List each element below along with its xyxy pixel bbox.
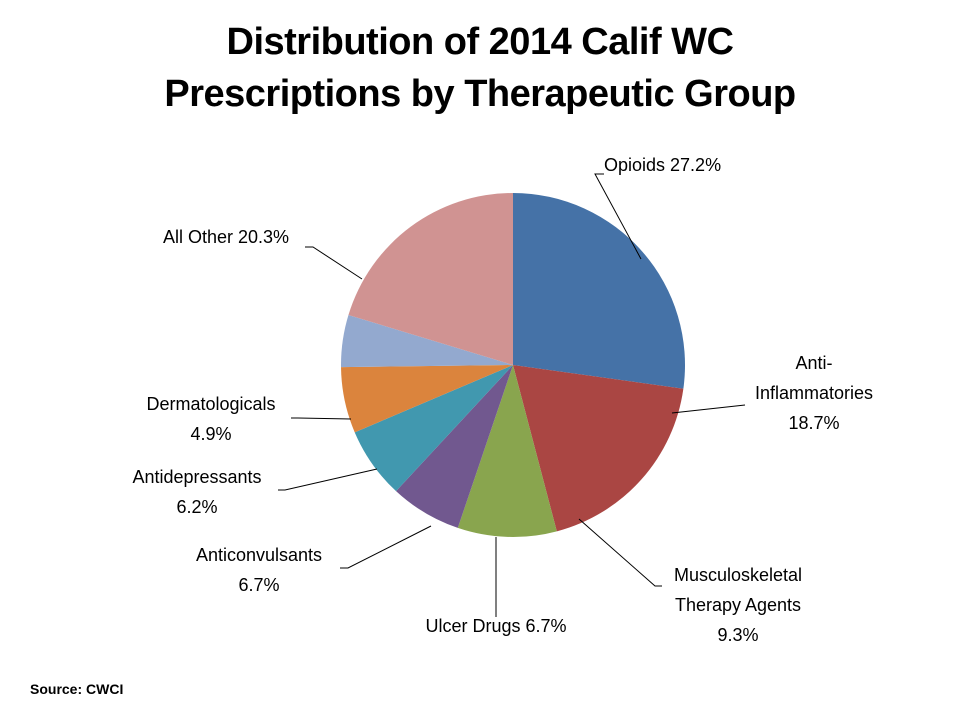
slice-label-line: 9.3% [717, 625, 758, 645]
leader-line-all-other [305, 246, 363, 280]
pie-slice-opioids [513, 193, 686, 389]
slice-label-line: Opioids 27.2% [604, 155, 721, 175]
slice-label-line: 6.2% [176, 497, 217, 517]
leader-line-antidepressants [278, 468, 378, 491]
slice-label-line: Antidepressants [132, 467, 261, 487]
slice-label-line: Musculoskeletal [674, 565, 802, 585]
slice-label-anticonvulsants: Anticonvulsants 6.7% [196, 545, 322, 595]
slice-label-line: 18.7% [788, 413, 839, 433]
slice-label-musculoskeletal-therapy-agents: Musculoskeletal Therapy Agents 9.3% [674, 565, 802, 645]
slice-label-line: Inflammatories [755, 383, 873, 403]
slice-label-line: 6.7% [238, 575, 279, 595]
slice-label-line: Anticonvulsants [196, 545, 322, 565]
leader-line-musculoskeletal-therapy-agents [578, 518, 662, 587]
pie-slice-anti-inflammatories [513, 365, 684, 532]
leader-line-anticonvulsants [340, 525, 432, 569]
pie-slice-musculoskeletal-therapy-agents [457, 365, 557, 537]
pie-slice-dermatologicals [340, 314, 513, 368]
slice-label-antidepressants: Antidepressants 6.2% [132, 467, 261, 517]
slice-label-all-other: All Other 20.3% [163, 227, 289, 247]
pie-slice-ulcer-drugs [396, 365, 513, 528]
slice-label-line: All Other 20.3% [163, 227, 289, 247]
slice-label-line: Dermatologicals [146, 394, 275, 414]
slice-label-opioids: Opioids 27.2% [604, 155, 721, 175]
slice-label-line: Anti- [795, 353, 832, 373]
slice-label-ulcer-drugs: Ulcer Drugs 6.7% [425, 616, 566, 636]
slice-label-dermatologicals: Dermatologicals 4.9% [146, 394, 275, 444]
slice-label-line: 4.9% [190, 424, 231, 444]
source-note: Source: CWCI [30, 681, 124, 697]
chart-title-line-2: Prescriptions by Therapeutic Group [164, 73, 796, 115]
pie-slice-antidepressants [341, 365, 513, 433]
pie-slice-anticonvulsants [354, 365, 513, 492]
chart-title: Distribution of 2014 Calif WC Prescripti… [0, 16, 960, 120]
leader-line-opioids [594, 173, 642, 260]
pie-slice-all-other [348, 193, 513, 365]
leader-line-dermatologicals [291, 417, 352, 420]
slice-label-anti-inflammatories: Anti- Inflammatories 18.7% [755, 353, 873, 433]
slice-label-line: Therapy Agents [675, 595, 801, 615]
leader-line-anti-inflammatories [671, 404, 746, 414]
chart-title-line-1: Distribution of 2014 Calif WC [226, 21, 734, 63]
slice-label-line: Ulcer Drugs 6.7% [425, 616, 566, 636]
